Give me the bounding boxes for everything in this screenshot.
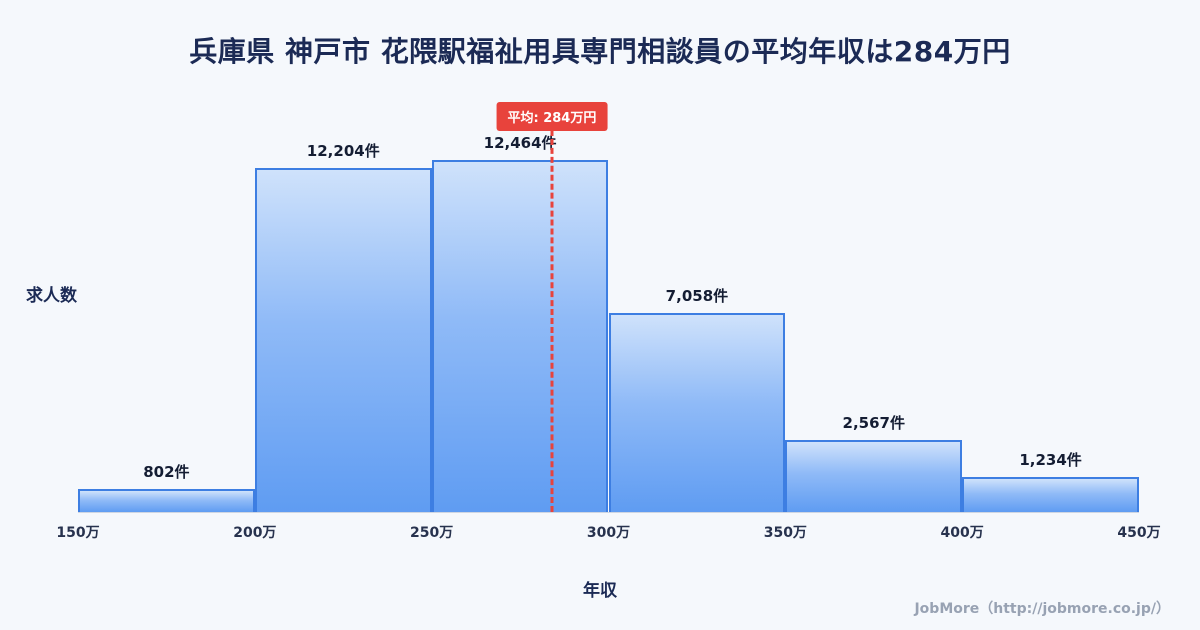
x-axis-label: 年収	[583, 581, 617, 601]
x-tick-label: 350万	[763, 525, 807, 541]
y-axis-label: 求人数	[26, 286, 77, 306]
bar-value-label: 12,204件	[306, 141, 380, 160]
bar-value-label: 2,567件	[842, 413, 905, 432]
histogram-bar	[254, 167, 432, 512]
histogram-bar	[785, 439, 963, 512]
average-line	[550, 130, 554, 512]
bar-value-label: 12,464件	[483, 134, 557, 153]
histogram-bar	[78, 489, 255, 512]
histogram-bar	[431, 160, 609, 512]
chart-title: 兵庫県 神戸市 花隈駅福祉用具専門相談員の平均年収は284万円	[189, 35, 1011, 68]
bar-value-label: 1,234件	[1019, 451, 1082, 470]
histogram-bar	[608, 312, 786, 512]
plot-area: 平均: 284万円 150万 200万 250万 300万 350万 400万 450万 8…	[56, 100, 1161, 541]
bar-value-label: 7,058件	[665, 286, 729, 305]
x-tick-label: 300万	[586, 525, 631, 541]
x-tick-label: 150万	[56, 525, 100, 541]
bar-value-label: 802件	[143, 463, 190, 482]
histogram-bar	[962, 477, 1139, 512]
x-tick-label: 200万	[233, 525, 277, 541]
footer-credit: JobMore（http://jobmore.co.jp/）	[914, 601, 1170, 617]
x-tick-label: 400万	[940, 525, 984, 541]
x-tick-label: 250万	[410, 525, 454, 541]
x-tick-label: 450万	[1117, 525, 1161, 541]
average-badge: 平均: 284万円	[496, 102, 608, 131]
